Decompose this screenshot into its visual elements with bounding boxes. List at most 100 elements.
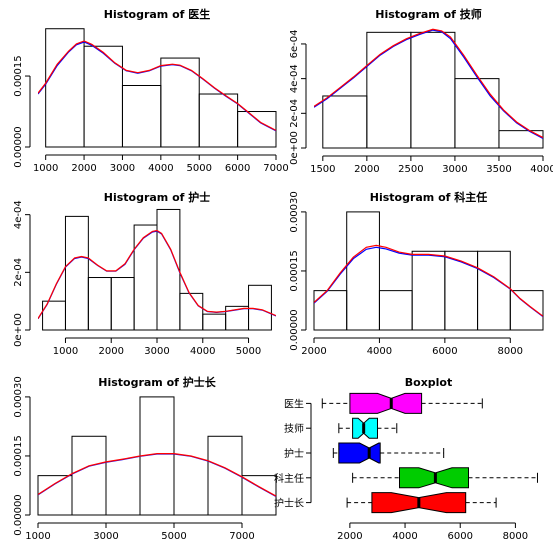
- density-curve-secondary: [314, 29, 543, 140]
- histogram-bar: [248, 284, 272, 331]
- y-tick-label: 0e+00: [13, 313, 24, 347]
- y-tick-label: 0.00015: [289, 250, 300, 291]
- y-tick-label: 0.00030: [13, 376, 24, 417]
- histogram-bar: [207, 435, 243, 516]
- y-tick-label: 0.00015: [13, 435, 24, 476]
- histogram-bar: [198, 93, 239, 148]
- x-tick-label: 1000: [25, 531, 50, 542]
- x-tick-label: 4000: [190, 346, 215, 357]
- y-tick-label: 2e-04: [289, 99, 300, 128]
- y-tick-label: 0.00015: [13, 55, 24, 96]
- density-curve: [38, 40, 276, 131]
- chart-title: Histogram of 科主任: [370, 190, 488, 204]
- histogram-bar: [133, 224, 158, 331]
- density-curve: [38, 453, 276, 497]
- y-tick-label: 0e+00: [289, 131, 300, 165]
- histogram-bar: [346, 211, 380, 331]
- x-tick-label: 3500: [486, 164, 511, 175]
- group-label: 护士: [284, 447, 304, 460]
- density-curve-secondary: [314, 246, 543, 318]
- y-tick-label: 0.00000: [289, 309, 300, 350]
- x-tick-label: 8000: [498, 346, 523, 357]
- box: [349, 392, 423, 414]
- density-curve: [314, 28, 543, 139]
- x-tick-label: 6000: [225, 163, 250, 174]
- boxplot-group: 技师: [284, 417, 398, 439]
- x-tick-label: 5000: [186, 163, 211, 174]
- chart-title: Histogram of 护士: [104, 190, 211, 204]
- y-tick-label: 4e-04: [289, 64, 300, 93]
- x-tick-label: 1000: [33, 163, 58, 174]
- x-tick-label: 2000: [301, 346, 326, 357]
- histogram-bar: [83, 45, 123, 148]
- chart-title: Histogram of 护士长: [98, 375, 217, 389]
- histogram-bar: [241, 475, 277, 516]
- histogram-bar: [378, 290, 413, 331]
- y-tick-label: 0.00000: [13, 126, 24, 167]
- x-tick-label: 2500: [398, 164, 423, 175]
- x-tick-label: 6000: [448, 531, 473, 542]
- histogram-bar: [322, 95, 368, 149]
- group-label: 医生: [284, 397, 304, 410]
- panel-2: Histogram of 技师 1500 2000 2500 3000 3500 4000 0…: [289, 7, 553, 175]
- x-tick-label: 5000: [161, 531, 186, 542]
- x-tick-label: 4000: [367, 346, 392, 357]
- y-tick-label: 2e-04: [13, 258, 24, 287]
- boxplot-group: 护士: [284, 442, 445, 464]
- histogram-bar: [237, 111, 277, 148]
- panel-4: Histogram of 科主任 2000 4000 6000 8000 0.00000 0…: [289, 190, 544, 357]
- x-tick-label: 2000: [71, 163, 96, 174]
- histogram-bar: [498, 130, 544, 149]
- chart-title: Histogram of 医生: [104, 7, 211, 21]
- x-tick-label: 4000: [148, 163, 173, 174]
- x-tick-label: 7000: [263, 163, 288, 174]
- group-label: 护士长: [274, 497, 304, 510]
- histogram-bar: [410, 31, 456, 149]
- group-label: 科主任: [274, 472, 304, 485]
- x-tick-label: 4000: [392, 531, 417, 542]
- histogram-bar: [313, 290, 348, 331]
- y-tick-label: 0.00000: [13, 494, 24, 535]
- x-tick-label: 2000: [337, 531, 362, 542]
- histogram-bar: [454, 78, 500, 149]
- x-tick-label: 2000: [99, 346, 124, 357]
- x-tick-label: 3000: [144, 346, 169, 357]
- x-tick-label: 6000: [432, 346, 457, 357]
- histogram-bar: [411, 250, 446, 331]
- histogram-bar: [87, 277, 112, 331]
- x-tick-label: 5000: [236, 346, 261, 357]
- histogram-bar: [71, 435, 107, 516]
- panel-5: Histogram of 护士长 1000 3000 5000 7000 0.00000 0…: [13, 375, 277, 542]
- box: [338, 442, 381, 464]
- density-curve: [38, 229, 276, 319]
- x-tick-label: 7000: [229, 531, 254, 542]
- density-curve-secondary: [38, 41, 276, 132]
- x-tick-label: 3000: [442, 164, 467, 175]
- x-tick-label: 4000: [530, 164, 553, 175]
- x-tick-label: 2000: [354, 164, 379, 175]
- density-curve: [314, 244, 543, 317]
- histogram-bar: [179, 292, 204, 331]
- panel-3: Histogram of 护士 1000 2000 3000 4000 5000 0e+00…: [13, 190, 276, 357]
- x-tick-label: 3000: [93, 531, 118, 542]
- chart-title: Histogram of 技师: [375, 7, 482, 21]
- group-label: 技师: [284, 422, 304, 435]
- histogram-bar: [509, 290, 544, 331]
- histogram-bar: [156, 208, 181, 331]
- histogram-bar: [444, 250, 479, 331]
- x-tick-label: 3000: [110, 163, 135, 174]
- boxplot-group: 护士长: [274, 492, 497, 514]
- histogram-bar: [202, 313, 227, 331]
- histogram-bar: [64, 215, 89, 331]
- chart-title: Boxplot: [405, 376, 453, 389]
- y-tick-label: 4e-04: [13, 200, 24, 229]
- histogram-bar: [37, 475, 73, 516]
- y-tick-label: 6e-04: [289, 30, 300, 59]
- x-tick-label: 1000: [53, 346, 78, 357]
- boxplot-group: 医生: [284, 392, 483, 414]
- y-tick-label: 0.00030: [289, 191, 300, 232]
- panel-1: Histogram of 医生 1000 2000 3000 4000 5000 6000 7…: [13, 7, 289, 174]
- x-tick-label: 1500: [310, 164, 335, 175]
- histogram-bar: [477, 250, 511, 331]
